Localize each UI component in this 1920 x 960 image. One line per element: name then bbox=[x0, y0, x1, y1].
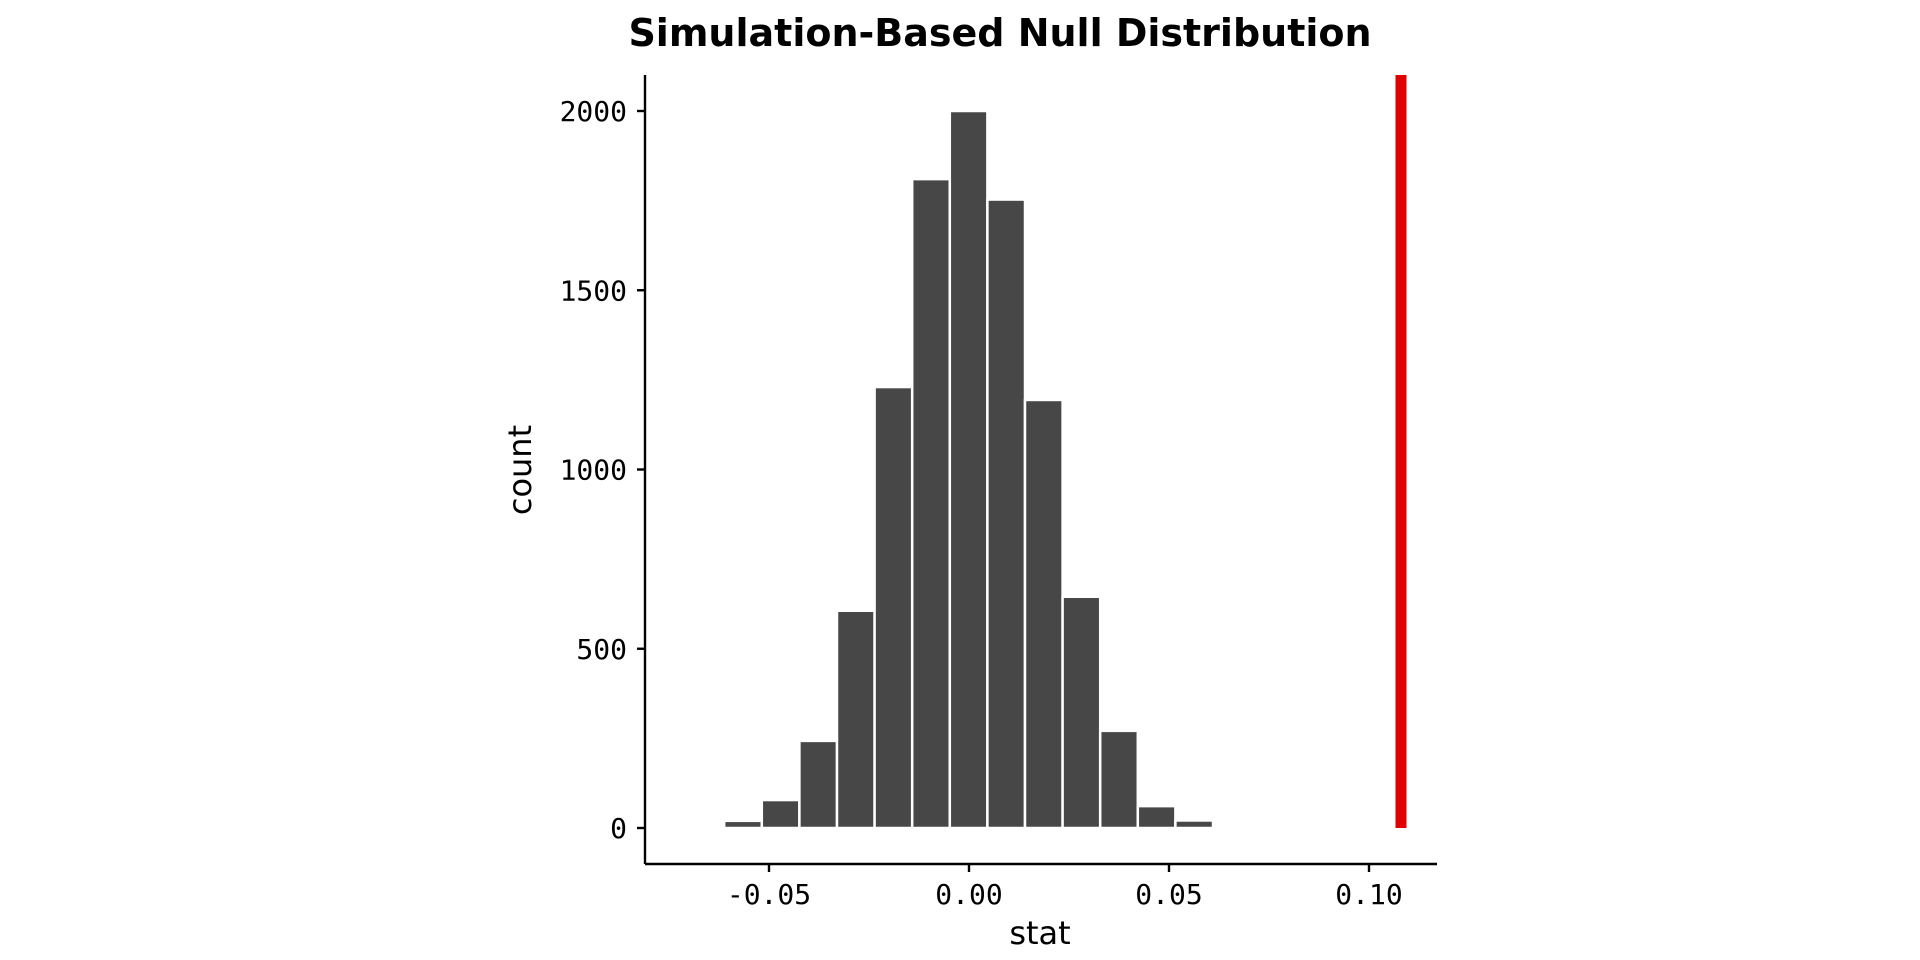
x-axis-label: stat bbox=[1009, 914, 1070, 952]
y-tick-label: 0 bbox=[610, 812, 627, 845]
histogram-bar bbox=[1023, 398, 1064, 830]
y-axis-ticks: 0 500 1000 1500 2000 bbox=[560, 95, 645, 845]
histogram-bar bbox=[948, 109, 989, 830]
x-tick-label: 0.00 bbox=[935, 878, 1002, 911]
histogram-bars bbox=[685, 109, 1215, 830]
histogram-bar bbox=[1061, 595, 1102, 830]
histogram-bar bbox=[798, 739, 839, 830]
histogram-bar bbox=[722, 819, 764, 830]
histogram-bar bbox=[1174, 819, 1215, 830]
y-tick-label: 500 bbox=[576, 633, 627, 666]
y-tick-label: 2000 bbox=[560, 95, 627, 128]
histogram-bar bbox=[873, 385, 914, 830]
x-tick-label: 0.05 bbox=[1135, 878, 1202, 911]
x-tick-label: 0.10 bbox=[1335, 878, 1402, 911]
histogram-bar bbox=[1098, 729, 1140, 830]
histogram-bar bbox=[910, 177, 952, 830]
histogram-bar bbox=[685, 826, 726, 830]
histogram-bar bbox=[986, 198, 1027, 830]
x-axis-ticks: -0.05 0.00 0.05 0.10 bbox=[727, 864, 1403, 911]
y-tick-label: 1000 bbox=[560, 454, 627, 487]
histogram-bar bbox=[1136, 804, 1177, 830]
y-tick-label: 1500 bbox=[560, 274, 627, 307]
histogram-bar bbox=[760, 798, 801, 830]
chart-title: Simulation-Based Null Distribution bbox=[628, 11, 1371, 55]
y-axis-label: count bbox=[501, 425, 539, 515]
histogram-bar bbox=[835, 609, 876, 830]
x-tick-label: -0.05 bbox=[727, 878, 811, 911]
